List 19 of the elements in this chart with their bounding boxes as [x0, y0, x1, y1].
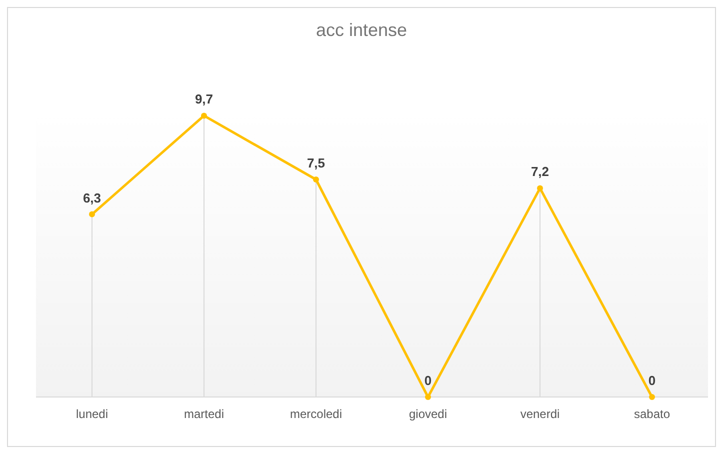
x-tick-label: mercoledi	[290, 407, 342, 421]
data-label: 7,5	[306, 156, 326, 170]
data-label: 0	[648, 373, 656, 388]
x-tick-label: martedi	[184, 407, 224, 421]
point	[201, 112, 207, 119]
data-label: 6,3	[82, 190, 102, 206]
x-tick-label: venerdi	[520, 407, 560, 421]
chart-title: acc intense	[316, 20, 408, 40]
data-label: 9,7	[194, 92, 214, 107]
point	[537, 185, 543, 192]
x-tick-label: sabato	[634, 407, 670, 421]
point	[313, 176, 319, 182]
x-tick-label: lunedi	[76, 407, 108, 421]
data-label: 7,2	[530, 164, 550, 180]
x-tick-label: giovedi	[408, 407, 448, 421]
point	[425, 394, 431, 400]
point	[649, 394, 655, 400]
point	[89, 211, 95, 218]
data-label: 0	[424, 373, 432, 388]
